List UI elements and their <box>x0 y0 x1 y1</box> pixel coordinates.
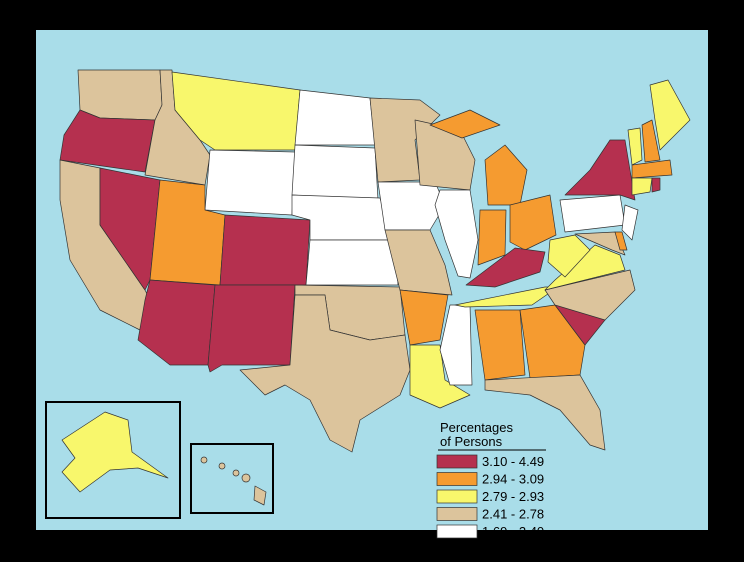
state <box>429 109 501 139</box>
state <box>519 304 586 379</box>
state <box>219 214 311 286</box>
state <box>564 139 636 201</box>
state <box>484 144 528 206</box>
state <box>59 109 156 173</box>
legend-title: Percentages <box>440 420 513 435</box>
state <box>465 247 546 288</box>
legend-label: 2.94 - 3.09 <box>482 472 544 487</box>
state <box>61 411 169 493</box>
legend-label: 1.69 - 2.40 <box>482 524 544 539</box>
state <box>641 119 661 163</box>
state <box>484 374 606 451</box>
legend-label: 2.79 - 2.93 <box>482 489 544 504</box>
state <box>305 239 399 286</box>
legend-swatch <box>436 472 478 486</box>
state <box>207 284 296 373</box>
island <box>218 462 226 470</box>
state <box>474 309 526 381</box>
hawaii-inset <box>190 443 274 514</box>
state <box>649 79 691 151</box>
hawaii <box>200 456 267 506</box>
legend-label: 3.10 - 4.49 <box>482 454 544 469</box>
legend-title: of Persons <box>440 434 503 449</box>
state <box>99 167 161 291</box>
state <box>631 159 673 179</box>
state <box>631 177 653 196</box>
state <box>291 144 379 201</box>
state <box>399 289 449 346</box>
state <box>574 231 626 256</box>
legend-swatch <box>436 454 478 469</box>
state <box>239 294 411 453</box>
state <box>621 204 639 241</box>
state <box>384 229 453 296</box>
legend-label: 2.41 - 2.78 <box>482 507 544 522</box>
state <box>544 269 636 321</box>
island <box>253 485 267 506</box>
island <box>200 456 208 464</box>
island <box>232 469 240 477</box>
state <box>77 69 163 121</box>
state <box>477 209 507 266</box>
state <box>434 189 479 279</box>
state <box>627 127 643 166</box>
state <box>559 194 626 233</box>
state <box>614 231 628 251</box>
legend: Percentages of Persons 3.10 - 4.49 2.94 -… <box>436 420 546 539</box>
legend-swatch <box>436 524 478 539</box>
state <box>454 286 559 308</box>
state <box>409 344 471 409</box>
states <box>59 69 691 453</box>
state <box>294 89 376 146</box>
state <box>547 234 591 278</box>
state <box>509 194 557 251</box>
legend-swatch <box>436 489 478 504</box>
state <box>204 149 296 216</box>
legend-swatch <box>436 507 478 521</box>
island <box>241 473 251 483</box>
state <box>651 177 661 193</box>
